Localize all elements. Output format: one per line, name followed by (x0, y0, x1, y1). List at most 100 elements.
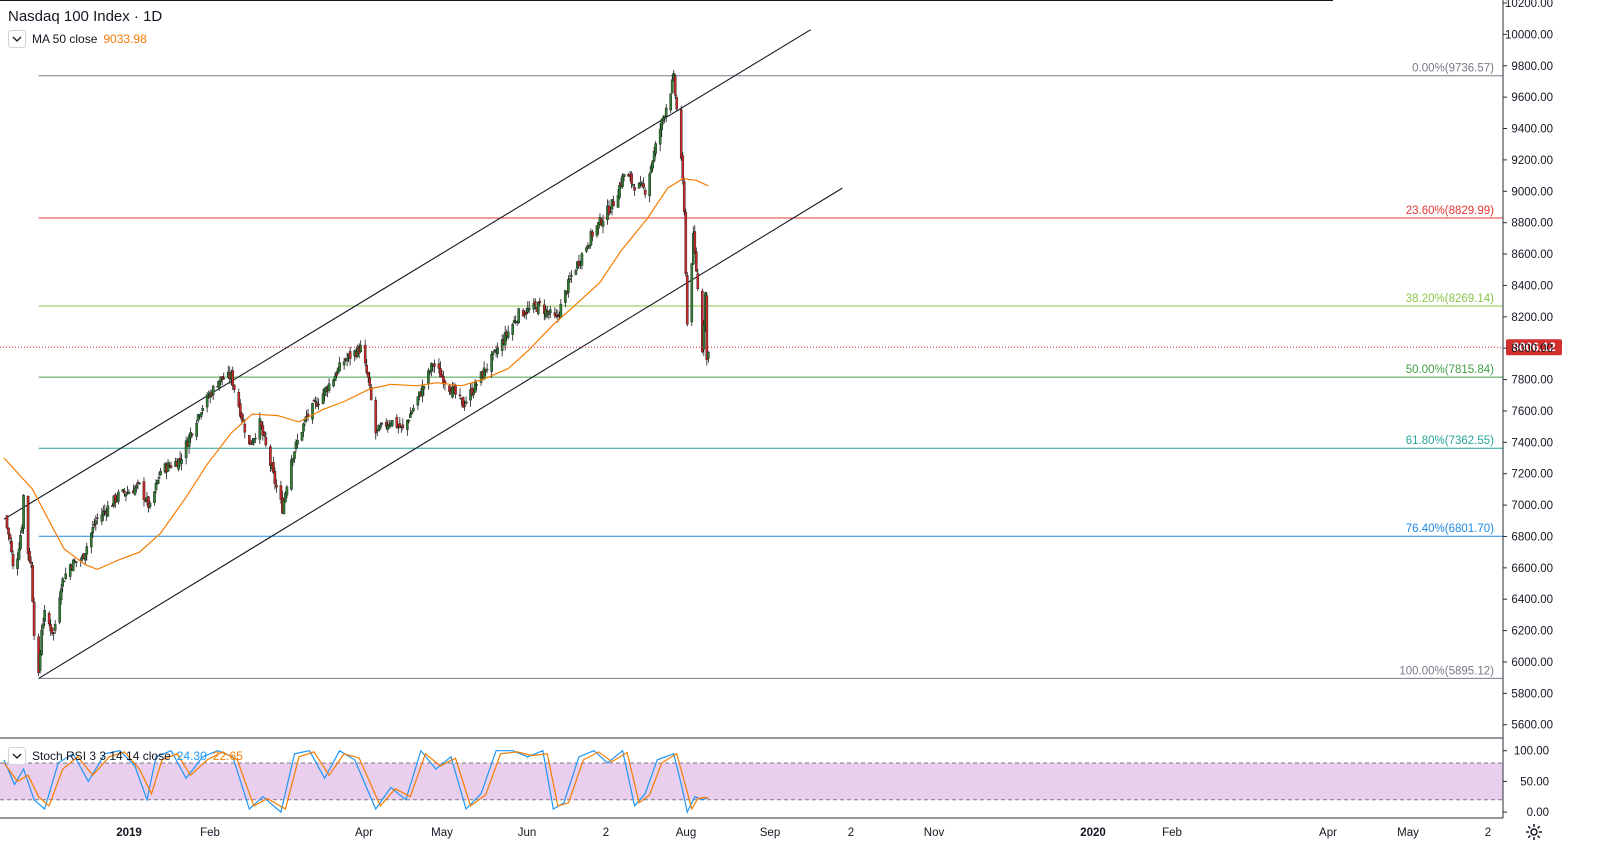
candle-body (47, 613, 51, 624)
candle-body (524, 311, 528, 315)
candle-body (685, 275, 689, 325)
candle-body (282, 499, 286, 514)
candle-body (302, 423, 305, 432)
price-tick-label: 9400.00 (1511, 124, 1553, 136)
candle-body (100, 514, 104, 522)
candle-body (538, 300, 542, 304)
candle-body (511, 323, 514, 335)
candle-body (412, 407, 415, 412)
candle-body (121, 489, 125, 492)
candle-body (59, 588, 63, 601)
symbol-title: Nasdaq 100 Index · 1D (8, 8, 163, 25)
parallel-channel[interactable] (3, 29, 843, 679)
candle-body (439, 368, 442, 378)
candle-body (491, 351, 495, 355)
candle-body (254, 437, 257, 440)
candle-body (395, 417, 399, 428)
time-tick-label: May (1397, 827, 1419, 839)
candle-body (238, 403, 242, 417)
chevron-down-icon[interactable] (8, 30, 26, 48)
candle-body (43, 610, 46, 622)
channel-upper-line[interactable] (3, 29, 811, 520)
candle-body (16, 558, 19, 569)
candle-body (643, 189, 647, 195)
candle-body (705, 295, 709, 360)
candle-body (252, 438, 256, 443)
channel-lower-line[interactable] (38, 187, 843, 679)
ma-50-series (3, 178, 709, 571)
candle-body (679, 109, 683, 159)
candle-body (41, 623, 45, 629)
candle-body (17, 548, 21, 560)
candle-body (484, 369, 487, 372)
candle-body (503, 332, 507, 346)
candle-body (407, 420, 411, 422)
candle-body (416, 396, 420, 406)
candle-body (196, 414, 200, 421)
candle-body (386, 425, 390, 430)
candle-body (673, 75, 677, 96)
last-price-badge (1506, 339, 1562, 356)
candle-body (651, 160, 654, 169)
price-tick-label: 8600.00 (1511, 249, 1553, 261)
candle-body (52, 632, 55, 634)
osc-tick-label: 0.00 (1527, 807, 1549, 819)
candle-body (401, 424, 405, 428)
candle-body (260, 421, 263, 428)
candle-body (117, 491, 120, 502)
candle-body (332, 379, 335, 387)
candle-body (493, 349, 496, 352)
candle-body (222, 377, 226, 380)
price-tick-label: 8000.00 (1511, 343, 1553, 355)
time-tick-label: Feb (200, 827, 220, 839)
candle-body (702, 324, 706, 350)
candle-body (585, 247, 588, 252)
chevron-down-icon[interactable] (8, 747, 26, 765)
candle-body (681, 155, 685, 181)
candle-body (20, 527, 24, 533)
candle-body (272, 462, 275, 473)
main-legend: Nasdaq 100 Index · 1D MA 50 close 9033.9… (8, 6, 162, 50)
candle-body (237, 392, 241, 407)
candle-body (231, 370, 235, 386)
candle-body (475, 384, 478, 386)
candle-body (591, 231, 594, 237)
last-price-line: 8006.12 (0, 339, 1562, 356)
candle-body (300, 432, 304, 441)
candle-body (232, 384, 236, 390)
candle-body (205, 394, 209, 408)
candle-body (521, 310, 525, 317)
price-tick-label: 9200.00 (1511, 155, 1553, 167)
fib-level-label: 23.60%(8829.99) (1406, 205, 1494, 217)
ma-legend-row: MA 50 close 9033.98 (8, 28, 162, 50)
candle-body (707, 351, 710, 359)
candle-body (675, 97, 679, 110)
candle-body (240, 413, 244, 420)
candle-body (147, 496, 150, 508)
candle-body (335, 372, 338, 376)
fibonacci-retracement[interactable]: 0.00%(9736.57) 23.60%(8829.99) 38.20%(8269… (38, 63, 1503, 679)
candle-body (106, 505, 110, 517)
candle-body (580, 253, 584, 266)
candle-body (111, 505, 114, 507)
stoch-indicator-label: Stoch RSI 3 3 14 14 close (32, 749, 171, 763)
candle-body (595, 225, 599, 236)
candle-body (10, 541, 13, 553)
time-tick-label: May (431, 827, 453, 839)
price-tick-label: 7200.00 (1511, 469, 1553, 481)
candle-body (637, 182, 641, 189)
candle-body (422, 385, 426, 390)
price-tick-label: 8800.00 (1511, 218, 1553, 230)
candle-body (684, 212, 688, 275)
gear-icon[interactable] (1524, 822, 1544, 842)
candle-body (660, 119, 663, 131)
candle-body (306, 413, 310, 417)
candlestick-series (5, 70, 710, 677)
candle-body (410, 411, 414, 414)
candle-body (127, 491, 131, 495)
price-axis[interactable]: 5600.00 5800.00 6000.00 6200.00 6400.00 6600.… (0, 0, 1553, 819)
time-axis[interactable]: 2019 Feb Apr May Jun 2 Aug Sep 2 Nov 2020 Feb Apr May… (0, 817, 1503, 839)
candle-body (649, 165, 653, 173)
price-tick-label: 6200.00 (1511, 626, 1553, 638)
